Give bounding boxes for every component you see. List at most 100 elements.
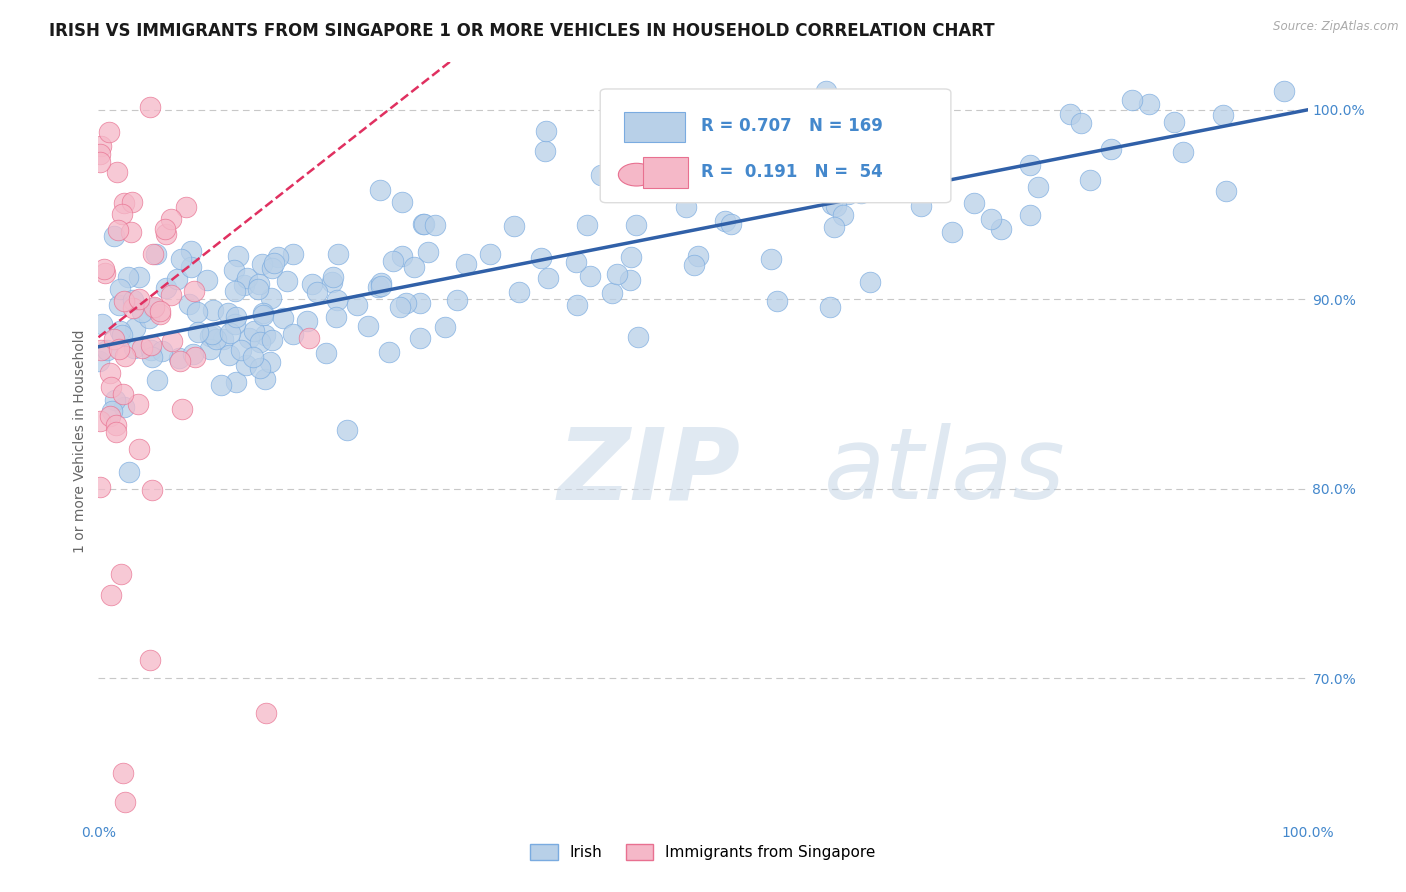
Point [111, 766, 134, 780]
Point [567, 298, 589, 312]
Point [120, 225, 142, 239]
Point [249, 334, 271, 349]
Point [172, 402, 194, 417]
Point [825, 199, 848, 213]
Point [181, 347, 204, 361]
Text: R = 0.707   N = 169: R = 0.707 N = 169 [700, 117, 883, 135]
Point [412, 217, 434, 231]
Point [105, 417, 128, 432]
Point [93, 261, 115, 276]
Point [103, 229, 125, 244]
Point [103, 332, 125, 346]
FancyBboxPatch shape [600, 89, 950, 202]
Point [395, 295, 418, 310]
Point [205, 333, 228, 347]
Point [941, 226, 963, 240]
Point [122, 293, 145, 307]
Point [298, 331, 321, 345]
Point [502, 219, 524, 234]
Point [253, 327, 276, 342]
Point [859, 275, 882, 289]
Point [89, 146, 111, 161]
Point [238, 330, 260, 344]
Point [217, 305, 239, 319]
Point [247, 277, 270, 291]
Point [627, 330, 650, 344]
Point [1059, 107, 1081, 121]
Point [252, 308, 274, 322]
Point [112, 400, 135, 414]
Point [575, 218, 598, 232]
Point [111, 328, 134, 343]
Point [128, 270, 150, 285]
Point [433, 319, 456, 334]
Point [370, 276, 392, 290]
Point [378, 344, 401, 359]
Point [336, 423, 359, 437]
Point [122, 301, 145, 315]
Point [105, 164, 128, 178]
Point [789, 160, 811, 174]
Point [720, 218, 742, 232]
Point [169, 252, 191, 267]
Point [174, 200, 197, 214]
Point [412, 217, 434, 231]
Point [110, 567, 132, 582]
Point [530, 251, 553, 265]
Point [686, 249, 709, 263]
Point [198, 328, 221, 343]
Point [225, 310, 247, 324]
Point [180, 260, 202, 274]
Point [142, 247, 165, 261]
Point [565, 255, 588, 269]
Legend: Irish, Immigrants from Singapore: Irish, Immigrants from Singapore [524, 838, 882, 866]
Point [138, 310, 160, 325]
Point [832, 208, 855, 222]
Point [127, 397, 149, 411]
Point [1137, 97, 1160, 112]
Point [714, 214, 737, 228]
Bar [643, 157, 689, 187]
Point [534, 123, 557, 137]
Point [620, 250, 643, 264]
Point [141, 338, 163, 352]
Point [236, 271, 259, 285]
Point [167, 351, 190, 365]
Point [297, 314, 319, 328]
Text: ZIP: ZIP [558, 424, 741, 520]
Point [124, 321, 146, 335]
Point [107, 343, 129, 357]
Point [108, 324, 131, 338]
Point [186, 305, 208, 319]
Point [990, 222, 1012, 236]
Point [254, 706, 277, 721]
Point [177, 297, 200, 311]
Circle shape [619, 163, 655, 186]
Point [578, 269, 600, 284]
Point [606, 268, 628, 282]
Point [683, 258, 706, 272]
Point [980, 211, 1002, 226]
Point [910, 198, 932, 212]
Point [89, 480, 111, 494]
Point [837, 186, 859, 201]
Point [675, 200, 697, 214]
Point [346, 298, 368, 312]
Point [325, 310, 347, 325]
Point [128, 442, 150, 457]
Point [1163, 115, 1185, 129]
Point [90, 139, 112, 153]
Point [600, 286, 623, 301]
Y-axis label: 1 or more Vehicles in Household: 1 or more Vehicles in Household [73, 330, 87, 553]
Point [389, 300, 412, 314]
Point [260, 260, 283, 275]
Point [146, 373, 169, 387]
Point [233, 278, 256, 293]
Text: IRISH VS IMMIGRANTS FROM SINGAPORE 1 OR MORE VEHICLES IN HOUSEHOLD CORRELATION C: IRISH VS IMMIGRANTS FROM SINGAPORE 1 OR … [49, 22, 995, 40]
Point [249, 361, 271, 376]
Point [823, 220, 845, 235]
Point [91, 317, 114, 331]
Point [224, 318, 246, 332]
Point [1121, 94, 1143, 108]
Point [218, 348, 240, 362]
